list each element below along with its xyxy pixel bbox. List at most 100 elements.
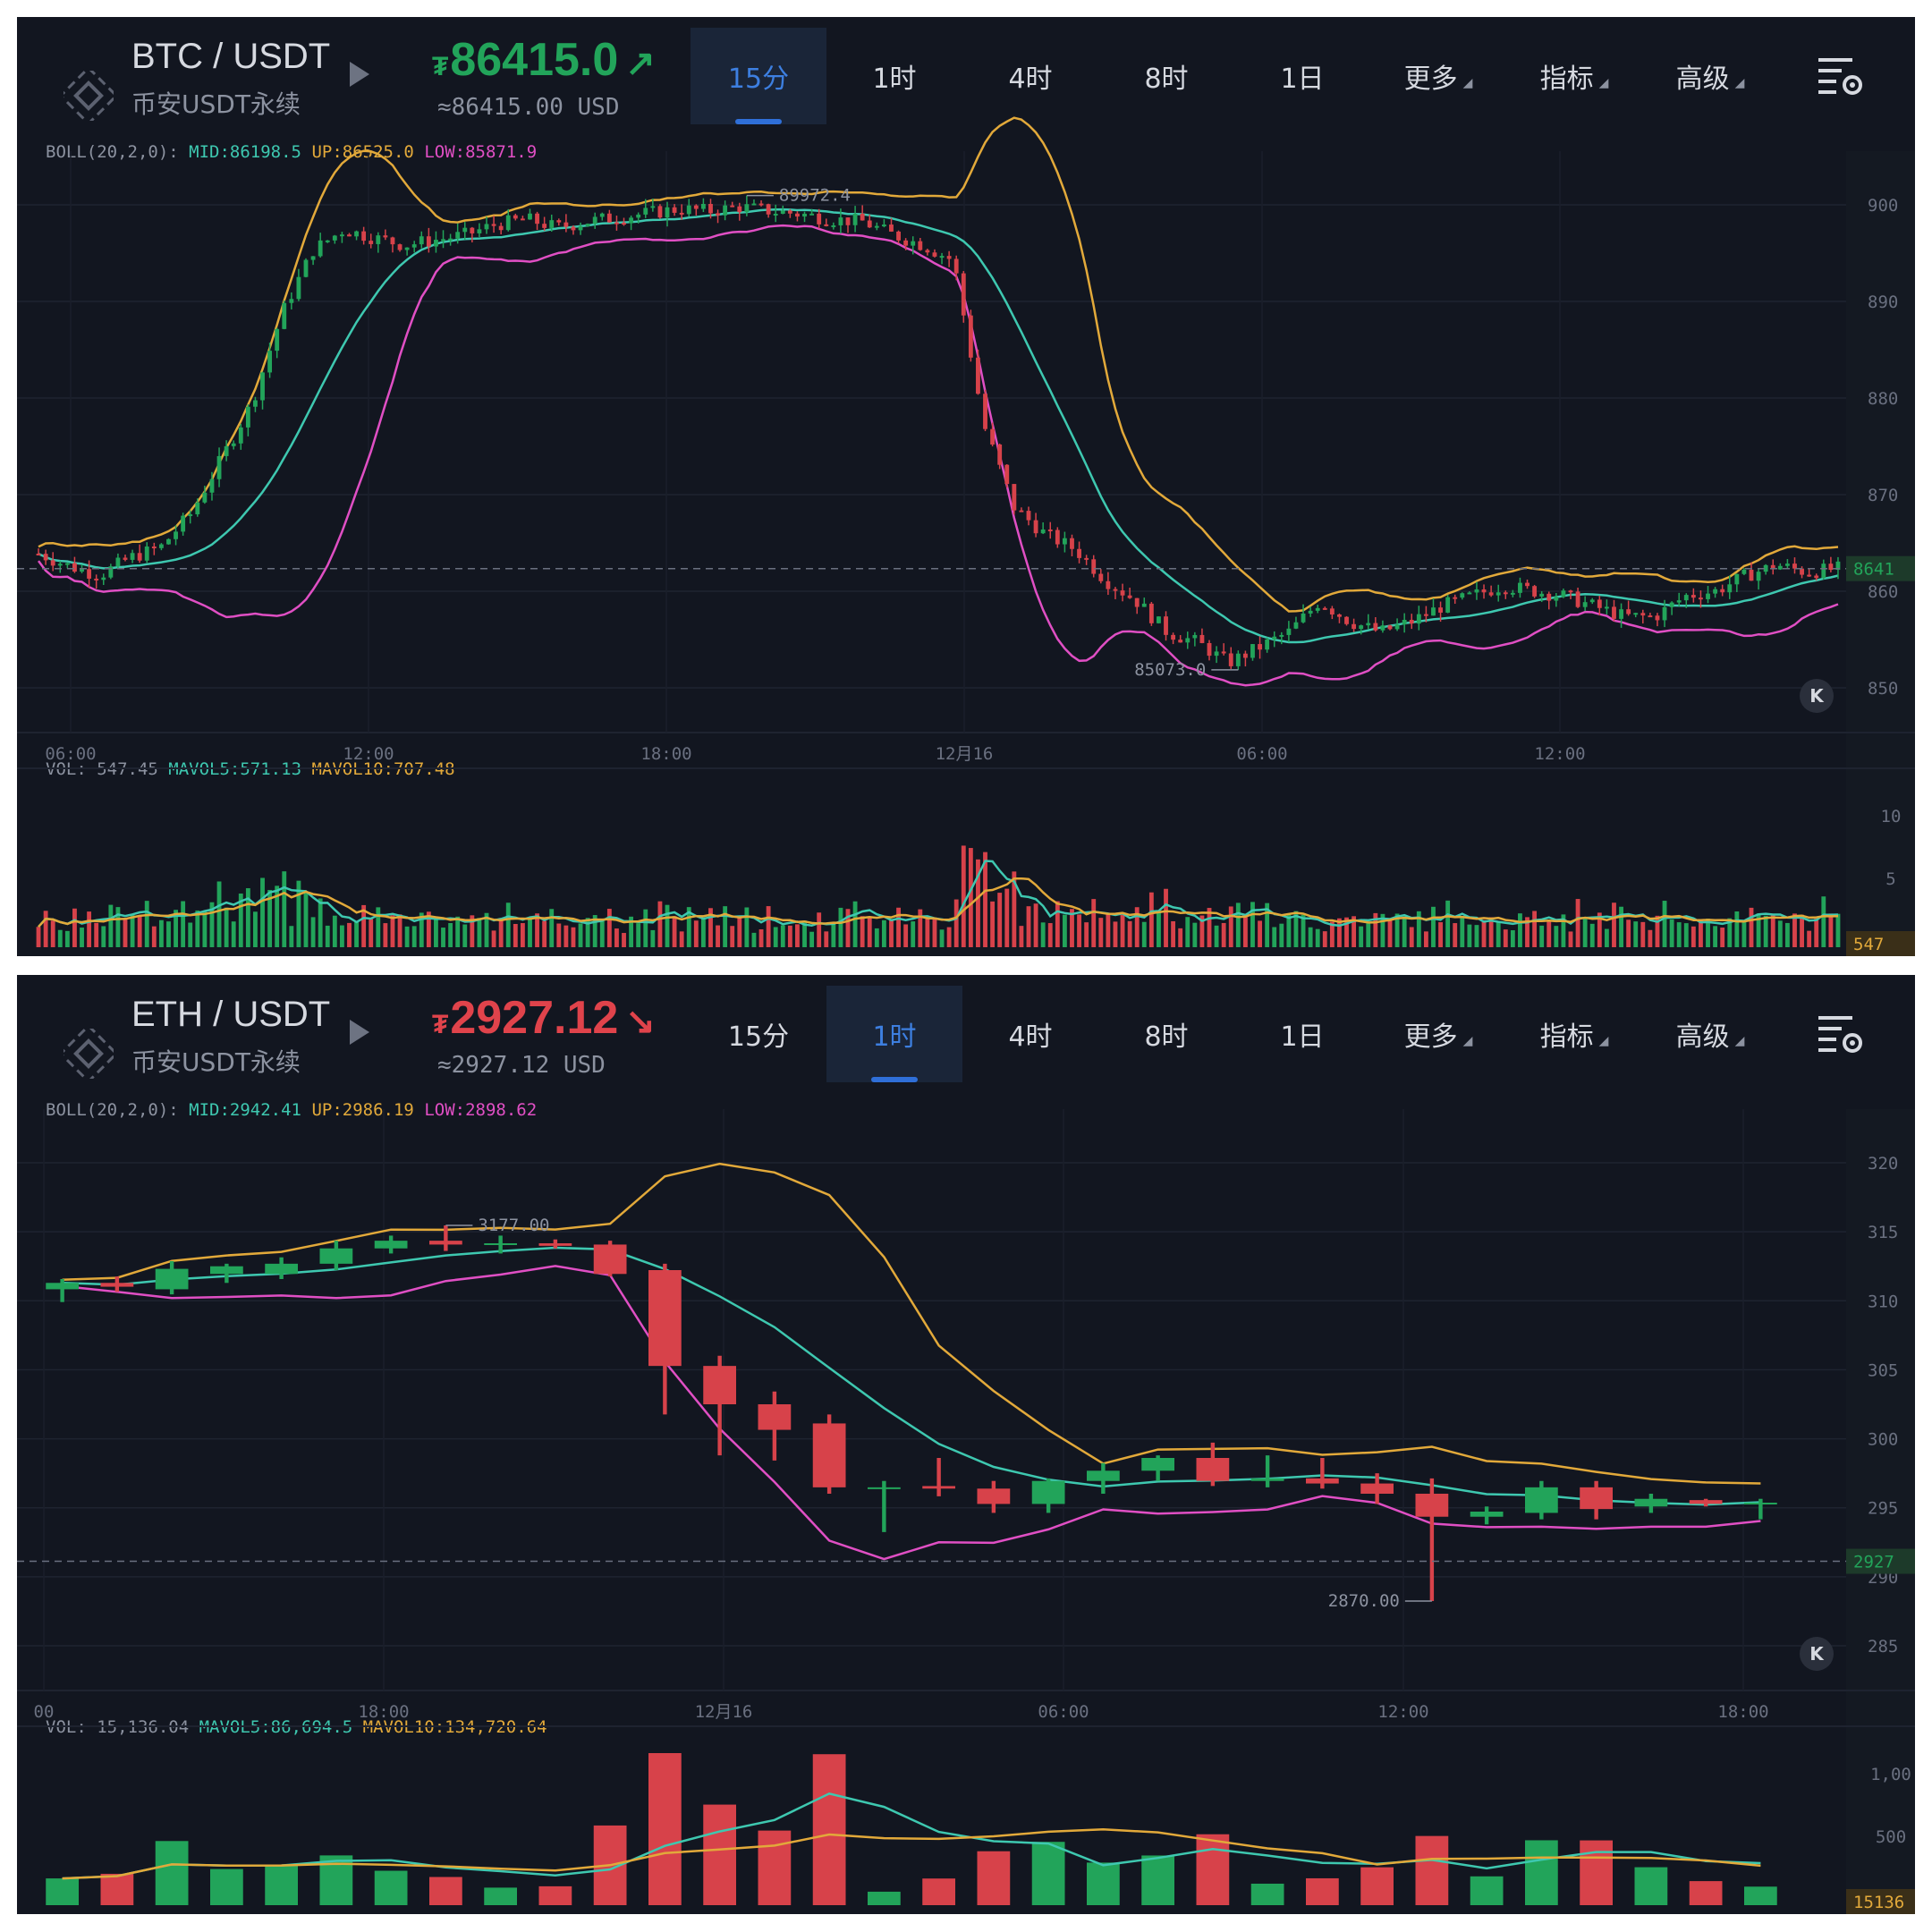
volume-bar bbox=[202, 911, 208, 947]
tab-15m[interactable]: 15分 bbox=[691, 28, 826, 124]
price-value: 2927.12 bbox=[450, 992, 619, 1044]
volume-bar bbox=[946, 927, 952, 947]
volume-bar bbox=[636, 923, 641, 947]
chart-settings-icon[interactable] bbox=[1817, 55, 1867, 97]
volume-bar bbox=[332, 915, 337, 947]
candle-body bbox=[730, 205, 735, 208]
volume-bar bbox=[868, 1891, 901, 1905]
tab-1h[interactable]: 1时 bbox=[872, 64, 917, 95]
candle-body bbox=[1510, 592, 1515, 595]
volume-bar bbox=[1380, 913, 1385, 947]
volume-bar bbox=[838, 907, 843, 947]
candle-body bbox=[643, 208, 648, 215]
volume-bar bbox=[94, 922, 99, 947]
volume-bar bbox=[679, 931, 684, 947]
scroll-to-latest-icon[interactable]: K bbox=[1800, 1637, 1834, 1671]
candle-body bbox=[983, 394, 987, 429]
candle-body bbox=[1199, 634, 1205, 643]
x-tick-label: 06:00 bbox=[1038, 1702, 1089, 1722]
volume-bar bbox=[953, 899, 959, 947]
volume-bar bbox=[1582, 919, 1588, 947]
volume-bar bbox=[911, 921, 916, 947]
candle-body bbox=[824, 224, 829, 226]
pair-title[interactable]: BTC / USDT bbox=[131, 37, 331, 76]
tab-8h[interactable]: 8时 bbox=[1144, 1021, 1189, 1053]
candle-body bbox=[87, 569, 92, 579]
candle-body bbox=[1380, 625, 1385, 631]
tab-more[interactable]: 更多 ◢ bbox=[1403, 1021, 1473, 1053]
scroll-to-latest-icon[interactable]: K bbox=[1800, 679, 1834, 713]
candle-body bbox=[253, 400, 258, 407]
tab-1d[interactable]: 1日 bbox=[1280, 64, 1325, 95]
tab-15m[interactable]: 15分 bbox=[727, 1021, 790, 1053]
candle-body bbox=[137, 553, 142, 561]
tab-advanced[interactable]: 高级 ◢ bbox=[1675, 1021, 1745, 1053]
volume-bar bbox=[1699, 919, 1703, 947]
candle-body bbox=[64, 563, 70, 565]
volume-bar bbox=[824, 931, 829, 947]
pair-switch-arrow-icon[interactable] bbox=[350, 62, 369, 87]
volume-bar bbox=[1727, 918, 1733, 947]
candle-body bbox=[1604, 606, 1609, 609]
volume-bar bbox=[1373, 912, 1378, 947]
btc-candlestick-chart[interactable]: 900 890 880 870 860 850 06:00 12:00 18:00 12月16 06… bbox=[17, 17, 1915, 956]
volume-bar bbox=[1055, 901, 1060, 947]
candle-body bbox=[1756, 572, 1761, 581]
candle-body bbox=[889, 225, 894, 232]
tab-4h[interactable]: 4时 bbox=[1008, 1021, 1053, 1053]
boll-upper-line bbox=[38, 116, 1839, 613]
candle-body bbox=[1055, 530, 1060, 545]
volume-bar bbox=[889, 919, 894, 947]
candle-body bbox=[961, 273, 966, 316]
candle-body bbox=[1286, 628, 1292, 635]
candle-body bbox=[434, 240, 438, 247]
candle-body bbox=[1474, 589, 1479, 593]
tab-8h[interactable]: 8时 bbox=[1144, 64, 1189, 95]
boll-low: LOW:85871.9 bbox=[424, 142, 538, 162]
candle-body bbox=[1366, 623, 1371, 626]
chart-settings-icon[interactable] bbox=[1817, 1013, 1867, 1055]
candle-body bbox=[484, 224, 489, 230]
volume-bar bbox=[648, 1753, 682, 1905]
volume-bar bbox=[766, 906, 771, 947]
candle-body bbox=[1098, 573, 1104, 581]
candle-body bbox=[939, 256, 945, 258]
y-tick-label: 890 bbox=[1868, 292, 1898, 312]
tab-indicators[interactable]: 指标 ◢ bbox=[1539, 1021, 1609, 1053]
volume-bar bbox=[1214, 925, 1219, 947]
contract-type: 币安USDT永续 bbox=[131, 1047, 301, 1077]
candle-body bbox=[296, 276, 301, 300]
y-tick-label: 300 bbox=[1868, 1430, 1898, 1450]
tab-4h[interactable]: 4时 bbox=[1008, 64, 1053, 95]
pair-switch-arrow-icon[interactable] bbox=[350, 1020, 369, 1045]
candle-body bbox=[448, 238, 453, 241]
candle-body bbox=[1481, 589, 1487, 593]
volume-tag bbox=[1846, 1889, 1915, 1914]
volume-bar bbox=[1518, 913, 1522, 947]
volume-bar bbox=[758, 1830, 792, 1905]
tab-indicators[interactable]: 指标 ◢ bbox=[1539, 64, 1609, 95]
volume-bar bbox=[1366, 923, 1371, 947]
volume-bar bbox=[1148, 892, 1154, 947]
volume-bar bbox=[1344, 917, 1349, 947]
volume-bar bbox=[1734, 911, 1740, 947]
tab-1d[interactable]: 1日 bbox=[1280, 1021, 1325, 1053]
volume-bar bbox=[72, 908, 77, 947]
candle-body bbox=[648, 1270, 682, 1367]
tab-1h[interactable]: 1时 bbox=[826, 986, 962, 1082]
y-tick-label: 285 bbox=[1868, 1637, 1898, 1657]
y-tick-label: 860 bbox=[1868, 582, 1898, 602]
candle-body bbox=[195, 502, 200, 514]
volume-bar bbox=[708, 908, 713, 947]
tab-more[interactable]: 更多 ◢ bbox=[1403, 64, 1473, 95]
volume-bar bbox=[275, 886, 280, 947]
candle-body bbox=[1221, 651, 1226, 654]
pair-title[interactable]: ETH / USDT bbox=[131, 995, 331, 1034]
candle-body bbox=[1634, 1498, 1668, 1507]
volume-bar bbox=[260, 877, 265, 947]
candle-body bbox=[845, 217, 851, 225]
candle-body bbox=[1640, 613, 1646, 616]
volume-tick-label: 500 bbox=[1876, 1827, 1906, 1847]
tab-advanced[interactable]: 高级 ◢ bbox=[1675, 64, 1745, 95]
